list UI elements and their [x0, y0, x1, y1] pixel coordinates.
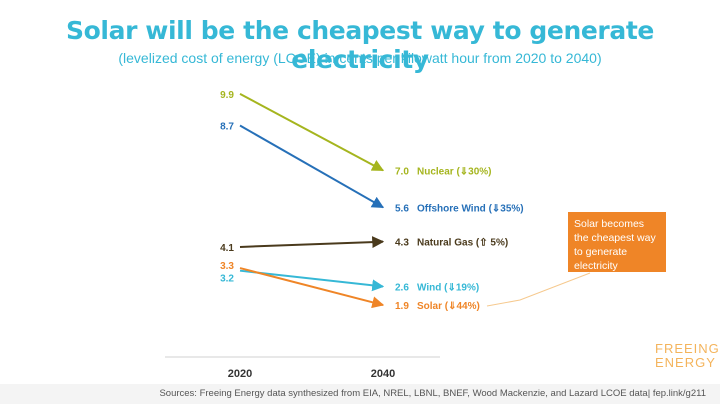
- end-value-label-nuclear: 7.0: [395, 166, 409, 177]
- start-value-label-natural-gas: 4.1: [220, 243, 234, 254]
- source-note: Sources: Freeing Energy data synthesized…: [159, 388, 706, 399]
- x-tick-label-2020: 2020: [228, 368, 252, 380]
- series-name-label-natural-gas: Natural Gas (⇧ 5%): [417, 238, 508, 249]
- series-name-label-nuclear: Nuclear (⇓30%): [417, 166, 492, 177]
- end-value-label-wind: 2.6: [395, 283, 409, 294]
- series-line-solar: [239, 267, 385, 309]
- start-value-label-wind: 3.2: [220, 274, 234, 285]
- solar-callout-box: Solar becomes the cheapest way to genera…: [568, 212, 666, 272]
- source-bar: [0, 384, 720, 404]
- start-value-label-offshore-wind: 8.7: [220, 122, 234, 133]
- end-value-label-offshore-wind: 5.6: [395, 203, 409, 214]
- start-value-label-solar: 3.3: [220, 261, 234, 272]
- brand-line-2: ENERGY: [655, 355, 716, 370]
- series-layer: 9.9 7.0 Nuclear (⇓30%) 8.7 5.6 Offshore Wind …: [220, 90, 524, 312]
- x-tick-label-2040: 2040: [371, 368, 395, 380]
- start-value-label-nuclear: 9.9: [220, 90, 234, 101]
- series-name-label-wind: Wind (⇓19%): [417, 283, 479, 294]
- series-name-label-solar: Solar (⇓44%): [417, 301, 480, 312]
- series-line-nuclear: [239, 92, 385, 172]
- brand-logo: FREEING ENERGY: [655, 342, 720, 370]
- brand-line-1: FREEING: [655, 341, 720, 356]
- chart-subtitle: (levelized cost of energy (LCOE) in cent…: [118, 50, 602, 66]
- series-line-offshore-wind: [239, 124, 385, 209]
- series-name-label-offshore-wind: Offshore Wind (⇓35%): [417, 203, 524, 214]
- chart-title: Solar will be the cheapest way to genera…: [66, 16, 654, 74]
- callout-connector: [486, 272, 591, 307]
- end-value-label-natural-gas: 4.3: [395, 238, 409, 249]
- end-value-label-solar: 1.9: [395, 301, 409, 312]
- series-line-natural-gas: [239, 236, 385, 249]
